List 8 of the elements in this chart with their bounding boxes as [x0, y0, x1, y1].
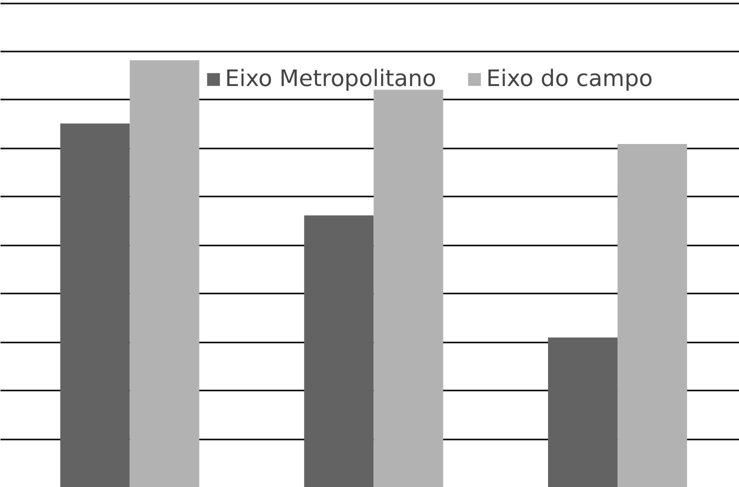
bar: [548, 338, 618, 487]
bar: [304, 215, 374, 487]
legend-label: Eixo do campo: [486, 66, 653, 92]
bar: [618, 144, 688, 487]
bar: [374, 90, 444, 487]
bar: [130, 60, 200, 487]
legend-label: Eixo Metropolitano: [225, 66, 436, 92]
bar: [60, 124, 130, 487]
